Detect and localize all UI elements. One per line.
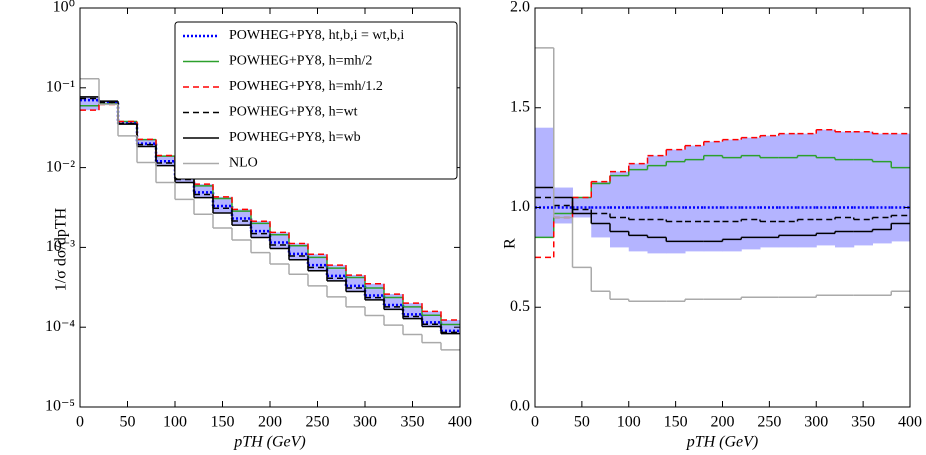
y-axis-label: 1/σ dσ/dpTH xyxy=(53,207,70,291)
uncertainty-band xyxy=(685,145,705,252)
x-tick-label: 200 xyxy=(258,414,282,431)
x-tick-label: 350 xyxy=(401,414,425,431)
y-tick-label: 10⁻⁵ xyxy=(45,398,75,415)
uncertainty-band xyxy=(760,135,780,248)
x-axis-label: pTH (GeV) xyxy=(686,434,759,451)
uncertainty-band xyxy=(778,133,798,248)
uncertainty-band xyxy=(741,137,761,250)
legend: POWHEG+PY8, ht,b,i = wt,b,i POWHEG+PY8, h… xyxy=(174,21,458,180)
uncertainty-band xyxy=(610,171,630,248)
uncertainty-band xyxy=(722,139,742,252)
x-tick-label: 100 xyxy=(163,414,187,431)
legend-label: POWHEG+PY8, ht,b,i = wt,b,i xyxy=(229,28,404,43)
plot-area xyxy=(80,77,460,351)
uncertainty-band xyxy=(308,254,328,271)
uncertainty-band xyxy=(591,181,611,238)
y-tick-label: 0.5 xyxy=(510,298,530,315)
uncertainty-band xyxy=(835,131,855,248)
uncertainty-band xyxy=(535,127,555,238)
x-tick-label: 100 xyxy=(617,414,641,431)
y-tick-label: 0.0 xyxy=(510,398,530,415)
y-tick-label: 10⁻¹ xyxy=(46,78,75,95)
uncertainty-band xyxy=(666,149,686,254)
x-tick-label: 50 xyxy=(574,414,590,431)
x-tick-label: 300 xyxy=(804,414,828,431)
y-axis-label: R xyxy=(502,238,519,249)
y-tick-label: 10⁻⁴ xyxy=(45,318,75,335)
y-tick-label: 1.0 xyxy=(510,198,530,215)
legend-label: NLO xyxy=(229,156,258,171)
y-tick-label: 10⁰ xyxy=(53,0,75,16)
uncertainty-band xyxy=(872,133,892,244)
y-tick-label: 2.0 xyxy=(510,0,530,16)
legend-label: POWHEG+PY8, h=wt xyxy=(229,105,358,120)
x-tick-label: 350 xyxy=(851,414,875,431)
y-tick-label: 1.5 xyxy=(510,98,530,115)
x-tick-label: 200 xyxy=(711,414,735,431)
x-tick-label: 150 xyxy=(664,414,688,431)
y-tick-label: 10⁻² xyxy=(46,158,75,175)
x-tick-label: 250 xyxy=(757,414,781,431)
legend-box xyxy=(174,21,458,180)
uncertainty-band xyxy=(647,155,667,254)
x-tick-label: 250 xyxy=(306,414,330,431)
uncertainty-band xyxy=(816,129,836,246)
x-tick-label: 0 xyxy=(531,414,539,431)
x-tick-label: 400 xyxy=(898,414,922,431)
x-tick-label: 300 xyxy=(353,414,377,431)
x-tick-label: 0 xyxy=(76,414,84,431)
plot-area xyxy=(535,47,910,303)
legend-label: POWHEG+PY8, h=wb xyxy=(229,130,361,145)
x-tick-label: 50 xyxy=(120,414,136,431)
x-tick-label: 400 xyxy=(448,414,472,431)
uncertainty-band xyxy=(891,133,910,242)
y-tick-label: 10⁻³ xyxy=(46,238,75,255)
legend-label: POWHEG+PY8, h=mh/2 xyxy=(229,54,372,69)
uncertainty-band xyxy=(797,133,817,248)
x-axis-label: pTH (GeV) xyxy=(233,434,306,451)
uncertainty-band xyxy=(853,131,873,246)
legend-label: POWHEG+PY8, h=mh/1.2 xyxy=(229,79,383,94)
x-tick-label: 150 xyxy=(211,414,235,431)
uncertainty-band xyxy=(703,141,723,252)
uncertainty-band xyxy=(553,187,573,224)
